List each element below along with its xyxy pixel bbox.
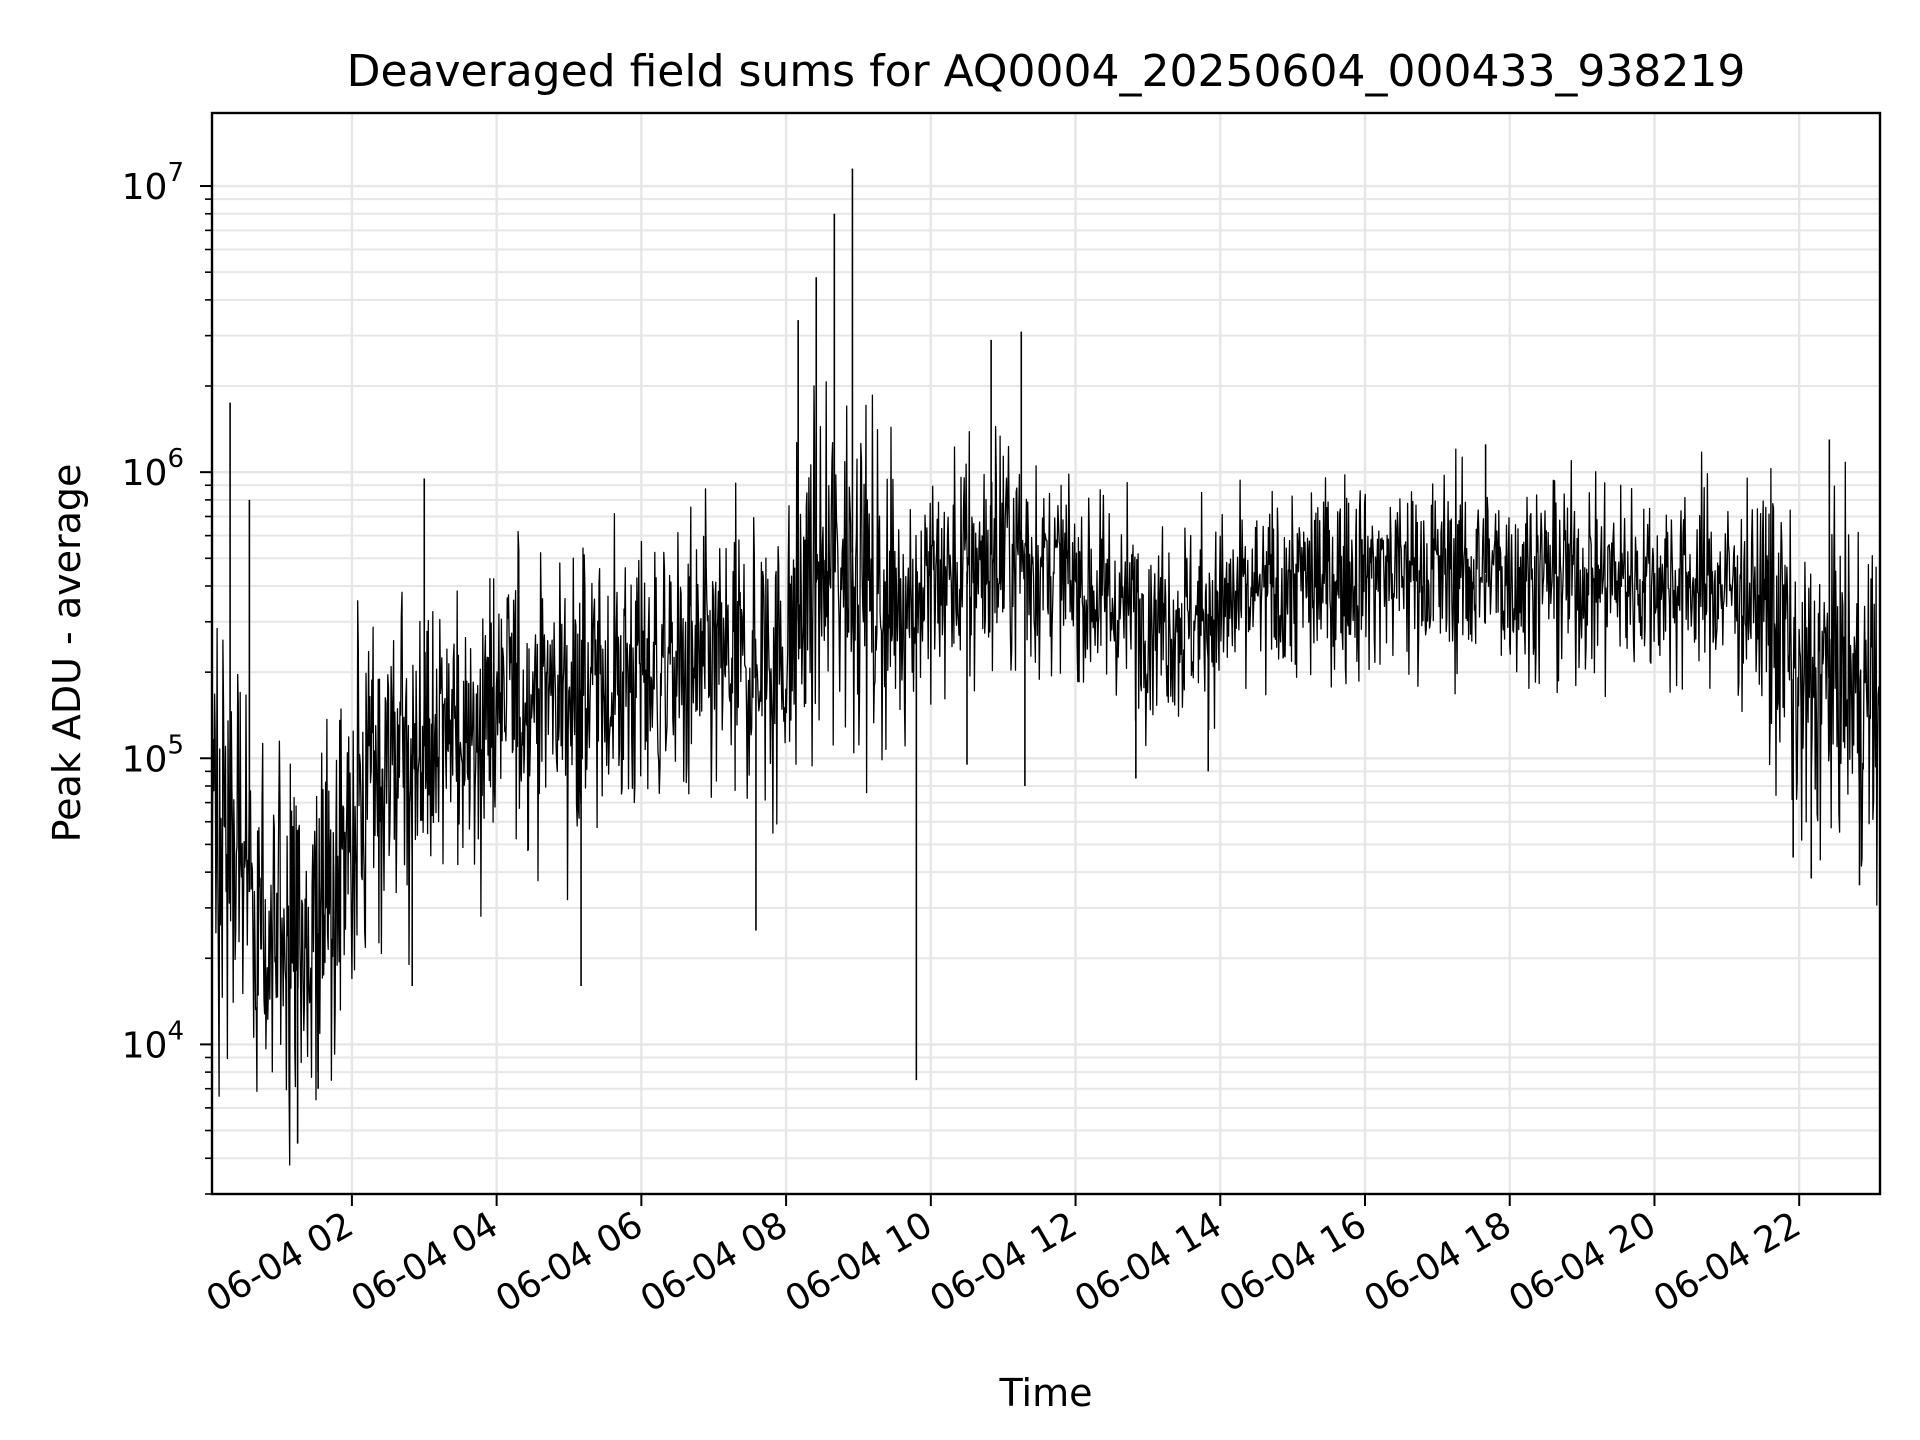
y-tick-label: 107 bbox=[122, 158, 184, 208]
y-tick-label: 106 bbox=[122, 444, 184, 494]
y-axis-label: Peak ADU - average bbox=[45, 464, 89, 843]
y-tick-label: 104 bbox=[122, 1016, 184, 1066]
x-axis-label: Time bbox=[999, 1371, 1093, 1415]
y-tick-label: 105 bbox=[122, 730, 184, 780]
y-axis: 104 105 106 107 bbox=[122, 158, 212, 1195]
chart-title: Deaveraged field sums for AQ0004_2025060… bbox=[347, 46, 1746, 97]
data-series bbox=[211, 168, 1881, 1166]
data-line bbox=[211, 381, 1881, 1166]
plot-frame bbox=[210, 111, 1882, 1196]
